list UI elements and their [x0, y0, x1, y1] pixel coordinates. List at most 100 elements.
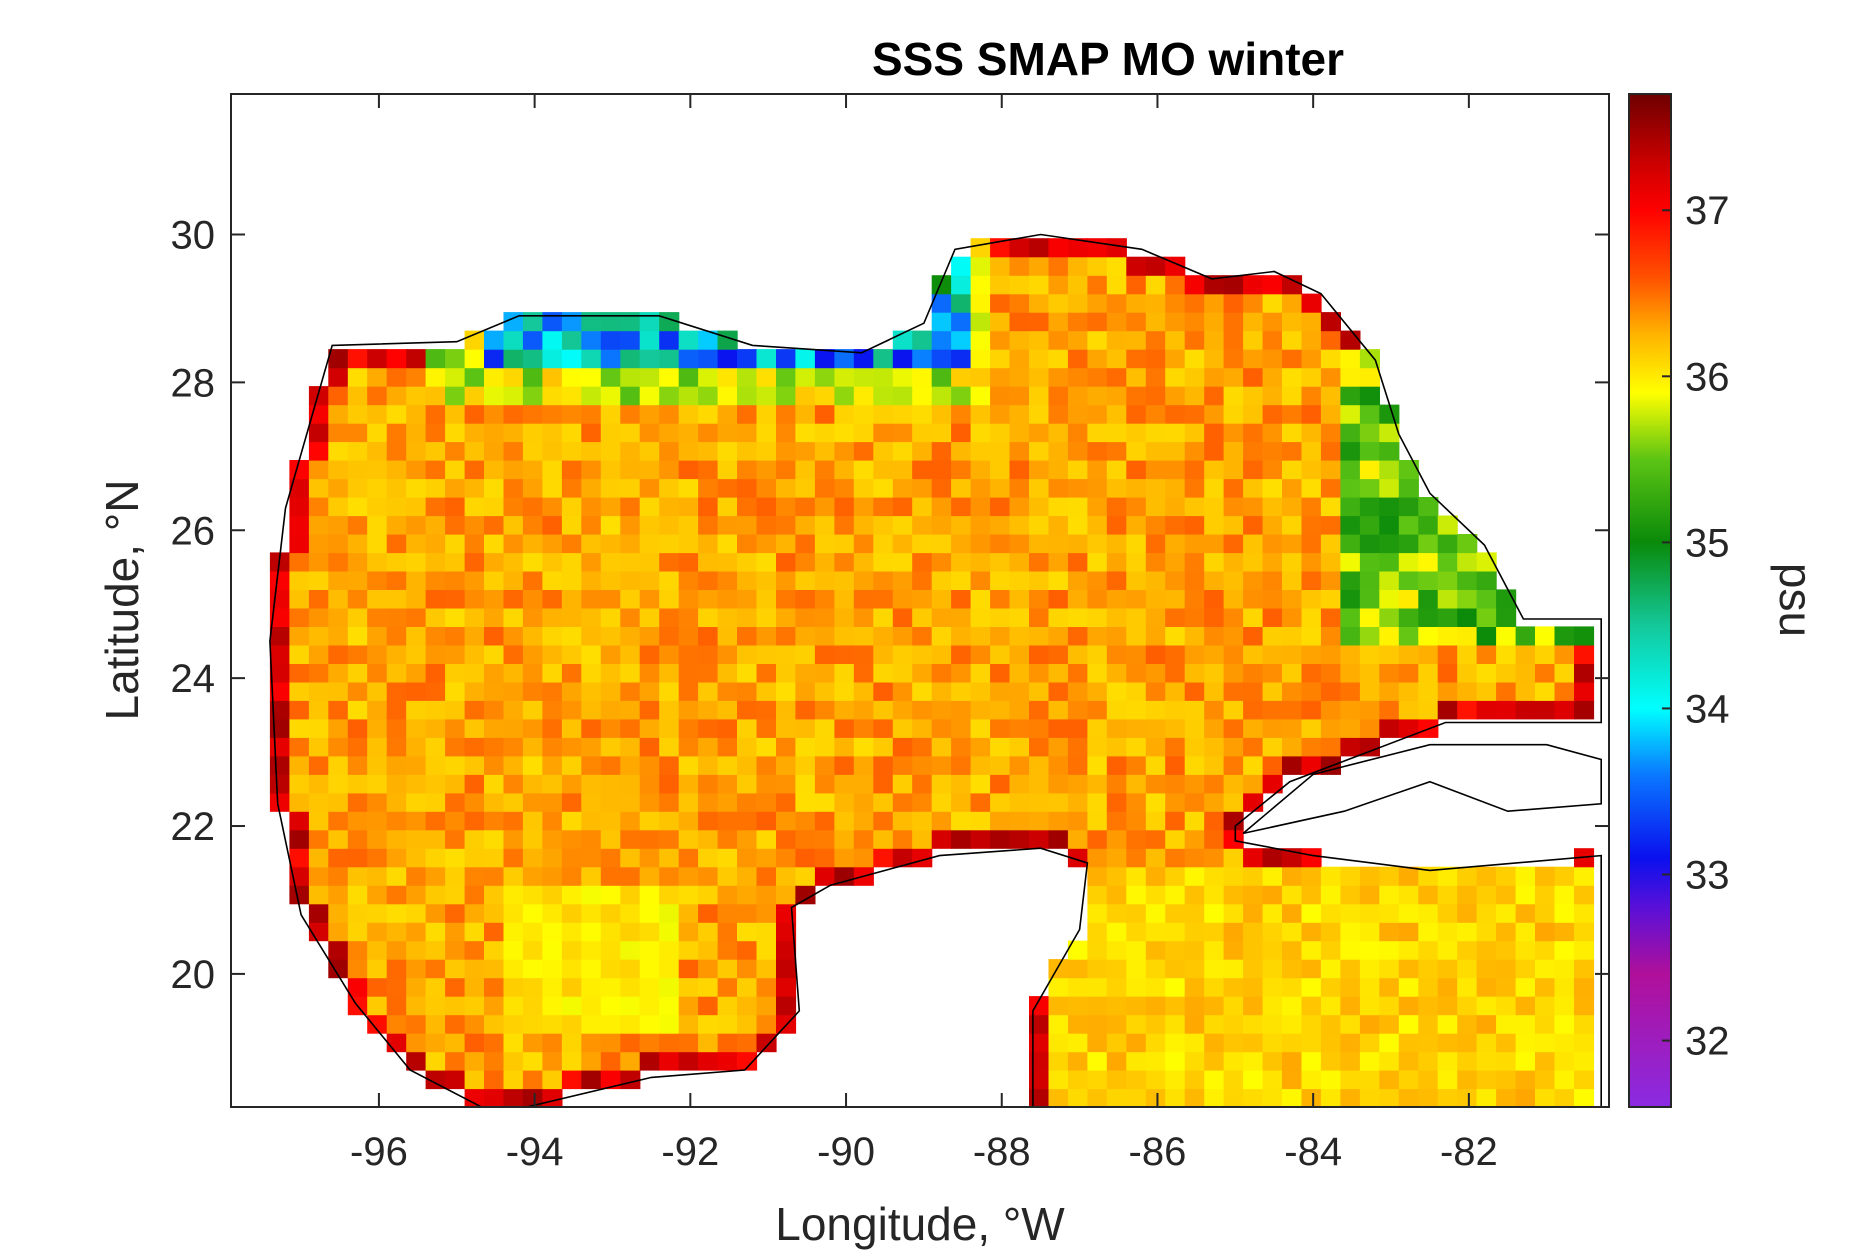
- salinity-cell: [814, 497, 835, 517]
- salinity-cell: [386, 755, 407, 775]
- salinity-cell: [717, 552, 738, 572]
- salinity-cell: [445, 1014, 466, 1034]
- salinity-cell: [1476, 681, 1497, 701]
- salinity-cell: [698, 681, 719, 701]
- salinity-cell: [873, 626, 894, 646]
- salinity-cell: [1184, 534, 1205, 554]
- salinity-cell: [1574, 1014, 1595, 1034]
- salinity-cell: [737, 607, 758, 627]
- salinity-cell: [853, 423, 874, 443]
- salinity-cell: [1087, 737, 1108, 757]
- salinity-cell: [347, 737, 368, 757]
- salinity-cell: [814, 848, 835, 868]
- salinity-cell: [425, 534, 446, 554]
- salinity-cell: [1087, 755, 1108, 775]
- salinity-cell: [1145, 534, 1166, 554]
- salinity-cell: [1087, 478, 1108, 498]
- salinity-cell: [1087, 589, 1108, 609]
- salinity-cell: [1145, 1088, 1166, 1107]
- salinity-cell: [678, 570, 699, 590]
- salinity-cell: [1418, 515, 1439, 535]
- salinity-cell: [1204, 663, 1225, 683]
- salinity-cell: [1398, 866, 1419, 886]
- salinity-cell: [484, 460, 505, 480]
- salinity-cell: [367, 386, 388, 406]
- salinity-cell: [892, 626, 913, 646]
- salinity-cell: [561, 977, 582, 997]
- salinity-cell: [600, 441, 621, 461]
- salinity-cell: [406, 903, 427, 923]
- salinity-cell: [756, 349, 777, 369]
- salinity-cell: [912, 848, 933, 868]
- salinity-cell: [990, 607, 1011, 627]
- salinity-cell: [1554, 922, 1575, 942]
- salinity-cell: [951, 607, 972, 627]
- salinity-cell: [1476, 903, 1497, 923]
- salinity-cell: [1087, 293, 1108, 313]
- salinity-cell: [776, 718, 797, 738]
- salinity-cell: [1106, 441, 1127, 461]
- salinity-cell: [581, 349, 602, 369]
- salinity-cell: [561, 386, 582, 406]
- salinity-cell: [1320, 700, 1341, 720]
- salinity-cell: [1282, 959, 1303, 979]
- salinity-cell: [1457, 1014, 1478, 1034]
- salinity-cell: [1398, 460, 1419, 480]
- salinity-cell: [1223, 700, 1244, 720]
- salinity-cell: [1106, 737, 1127, 757]
- salinity-cell: [1496, 1088, 1517, 1107]
- salinity-cell: [406, 552, 427, 572]
- salinity-cell: [1262, 644, 1283, 664]
- salinity-cell: [367, 737, 388, 757]
- salinity-cell: [756, 885, 777, 905]
- salinity-cell: [873, 681, 894, 701]
- salinity-cell: [367, 570, 388, 590]
- salinity-cell: [678, 737, 699, 757]
- salinity-cell: [873, 570, 894, 590]
- salinity-cell: [425, 663, 446, 683]
- salinity-cell: [581, 478, 602, 498]
- salinity-cell: [503, 959, 524, 979]
- salinity-cell: [1029, 312, 1050, 332]
- salinity-cell: [1301, 885, 1322, 905]
- salinity-cell: [776, 367, 797, 387]
- salinity-cell: [1574, 1088, 1595, 1107]
- salinity-cell: [620, 848, 641, 868]
- salinity-cell: [1165, 903, 1186, 923]
- salinity-cell: [814, 663, 835, 683]
- salinity-cell: [1204, 922, 1225, 942]
- salinity-cell: [1009, 349, 1030, 369]
- salinity-cell: [1379, 885, 1400, 905]
- salinity-cell: [1379, 1070, 1400, 1090]
- salinity-cell: [659, 423, 680, 443]
- salinity-cell: [1476, 977, 1497, 997]
- salinity-cell: [1067, 460, 1088, 480]
- salinity-cell: [970, 515, 991, 535]
- salinity-cell: [445, 478, 466, 498]
- salinity-cell: [464, 515, 485, 535]
- salinity-cell: [1029, 681, 1050, 701]
- salinity-cell: [990, 755, 1011, 775]
- salinity-cell: [1243, 996, 1264, 1016]
- salinity-cell: [1009, 330, 1030, 350]
- salinity-cell: [620, 349, 641, 369]
- salinity-cell: [737, 829, 758, 849]
- salinity-cell: [970, 589, 991, 609]
- salinity-cell: [464, 404, 485, 424]
- salinity-cell: [1067, 238, 1088, 258]
- salinity-cell: [289, 552, 310, 572]
- salinity-cell: [1106, 534, 1127, 554]
- salinity-cell: [1457, 681, 1478, 701]
- salinity-cell: [425, 718, 446, 738]
- salinity-cell: [1067, 589, 1088, 609]
- salinity-cell: [756, 922, 777, 942]
- salinity-cell: [1184, 700, 1205, 720]
- salinity-cell: [1418, 866, 1439, 886]
- salinity-cell: [1379, 866, 1400, 886]
- salinity-cell: [1359, 589, 1380, 609]
- salinity-cell: [1282, 922, 1303, 942]
- salinity-cell: [1535, 1088, 1556, 1107]
- salinity-cell: [1204, 386, 1225, 406]
- salinity-cell: [1087, 644, 1108, 664]
- y-tick-label: 30: [171, 213, 216, 257]
